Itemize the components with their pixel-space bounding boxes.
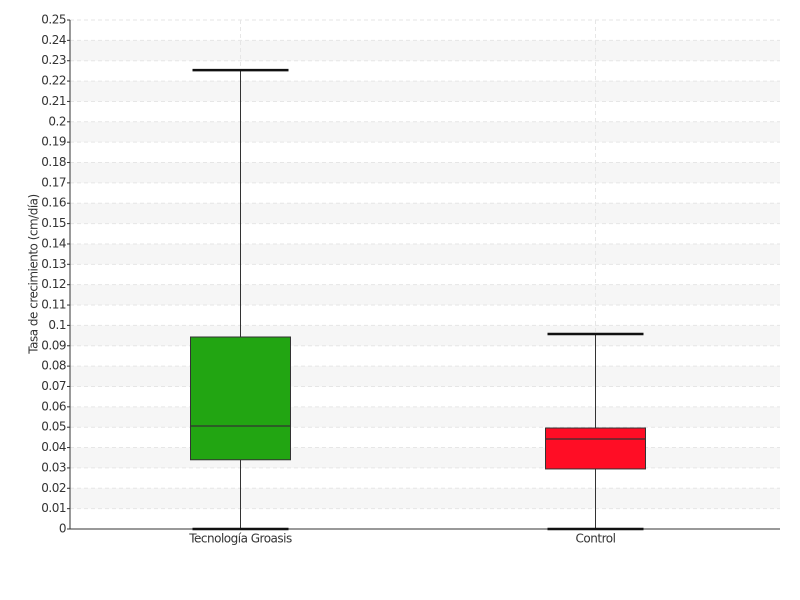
y-tick-label: 0.11 <box>41 298 66 312</box>
y-tick-label: 0.03 <box>41 460 66 474</box>
grid-band <box>70 162 780 183</box>
y-tick-label: 0.22 <box>41 74 66 88</box>
y-tick-label: 0.12 <box>41 277 66 291</box>
y-tick-label: 0.15 <box>41 216 66 230</box>
y-tick-label: 0.25 <box>41 13 66 27</box>
y-tick-label: 0.09 <box>41 338 66 352</box>
grid-band <box>70 366 780 387</box>
box <box>190 336 291 461</box>
y-tick-label: 0.16 <box>41 196 66 210</box>
y-tick-label: 0.2 <box>48 114 66 128</box>
grid-band <box>70 284 780 306</box>
box <box>545 427 646 470</box>
y-tick-label: 0.05 <box>41 420 66 434</box>
y-tick-label: 0.14 <box>41 236 66 250</box>
grid-band <box>70 243 780 265</box>
y-tick-label: 0.08 <box>41 359 66 373</box>
grid-band <box>70 447 780 468</box>
grid-band <box>70 40 780 61</box>
grid-band <box>70 121 780 143</box>
y-tick-label: 0.02 <box>41 481 66 495</box>
y-tick-label: 0.23 <box>41 53 66 67</box>
y-tick-label: 0.18 <box>41 155 66 169</box>
y-tick-label: 0.17 <box>41 175 66 189</box>
y-tick-label: 0.13 <box>41 257 66 271</box>
grid-band <box>70 488 780 509</box>
grid-band <box>70 406 780 428</box>
y-tick-label: 0.24 <box>41 33 66 47</box>
x-tick-label: Tecnología Groasis <box>188 532 292 546</box>
y-tick-label: 0.07 <box>41 379 66 393</box>
y-tick-label: 0.06 <box>41 399 66 413</box>
grid-band <box>70 203 780 224</box>
y-tick-label: 0.19 <box>41 135 66 149</box>
y-axis-label: Tasa de crecimiento (cm/día) <box>27 194 41 354</box>
y-tick-label: 0 <box>59 522 66 536</box>
grid-band <box>70 325 780 346</box>
grid-band <box>70 81 780 102</box>
x-tick-label: Control <box>576 532 616 546</box>
y-tick-label: 0.21 <box>41 94 66 108</box>
y-tick-label: 0.1 <box>48 318 66 332</box>
y-tick-label: 0.01 <box>41 501 66 515</box>
y-tick-label: 0.04 <box>41 440 66 454</box>
